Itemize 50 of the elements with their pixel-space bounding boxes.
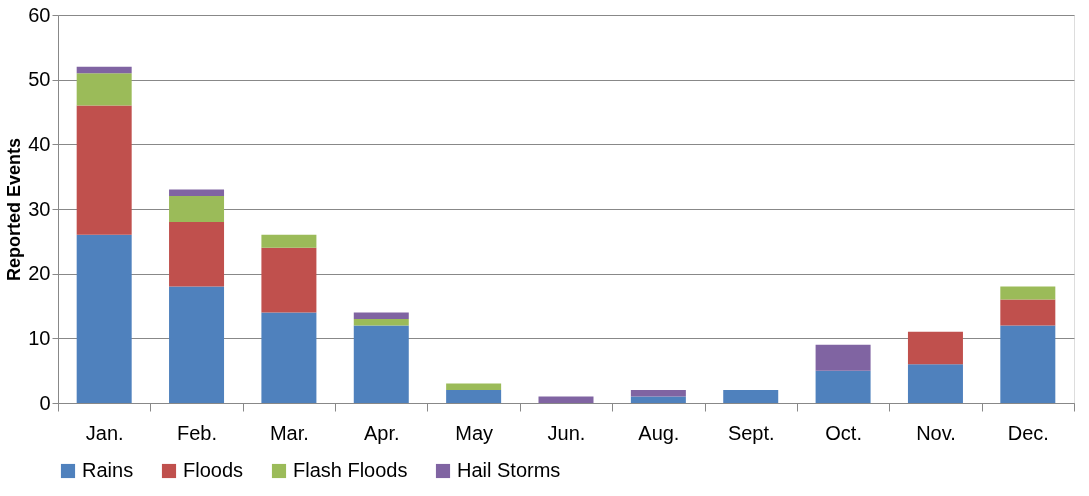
- bar: [630, 396, 686, 403]
- bar: [353, 318, 409, 326]
- legend-label: Rains: [82, 459, 134, 481]
- x-tick-label: Apr.: [363, 421, 400, 444]
- x-tick-label: Oct.: [825, 421, 862, 444]
- x-tick-label: Aug.: [638, 421, 680, 444]
- bar: [76, 234, 132, 403]
- legend-label: Flash Floods: [293, 459, 408, 481]
- bar: [353, 325, 409, 403]
- y-tick-label: 30: [28, 197, 51, 220]
- bar: [446, 383, 502, 391]
- bar: [169, 196, 225, 222]
- bar: [815, 344, 871, 371]
- legend-label: Floods: [183, 459, 244, 481]
- bar: [169, 286, 225, 403]
- bar: [630, 390, 686, 397]
- bar: [261, 247, 317, 313]
- bar: [815, 370, 871, 403]
- bar: [261, 234, 317, 248]
- x-tick-label: Dec.: [1007, 421, 1049, 444]
- bar: [907, 364, 963, 403]
- bar: [538, 396, 594, 403]
- bar: [76, 105, 132, 235]
- x-tick-label: Mar.: [269, 421, 309, 444]
- bar: [1000, 299, 1056, 326]
- y-tick-label: 40: [28, 132, 51, 155]
- bar: [907, 331, 963, 365]
- bar: [1000, 325, 1056, 403]
- x-tick-label: Nov.: [916, 421, 956, 444]
- x-tick-label: Sept.: [727, 421, 775, 444]
- bar: [169, 189, 225, 197]
- y-tick-label: 0: [39, 391, 51, 414]
- y-axis-title: Reported Events: [4, 137, 25, 282]
- x-tick-label: Feb.: [177, 421, 218, 444]
- bar: [169, 221, 225, 287]
- x-tick-label: May: [455, 421, 494, 444]
- bar: [261, 312, 317, 403]
- bar: [353, 312, 409, 319]
- bar: [1000, 286, 1056, 300]
- y-tick-label: 10: [28, 326, 51, 349]
- y-tick-label: 60: [28, 3, 51, 26]
- y-tick-label: 20: [28, 262, 51, 285]
- bar: [446, 390, 502, 403]
- bar: [76, 66, 132, 74]
- y-tick-label: 50: [28, 68, 51, 91]
- bar: [76, 73, 132, 106]
- x-tick-label: Jan.: [85, 421, 124, 444]
- x-tick-label: Jun.: [547, 421, 586, 444]
- legend-label: Hail Storms: [457, 459, 561, 481]
- bar: [723, 390, 779, 403]
